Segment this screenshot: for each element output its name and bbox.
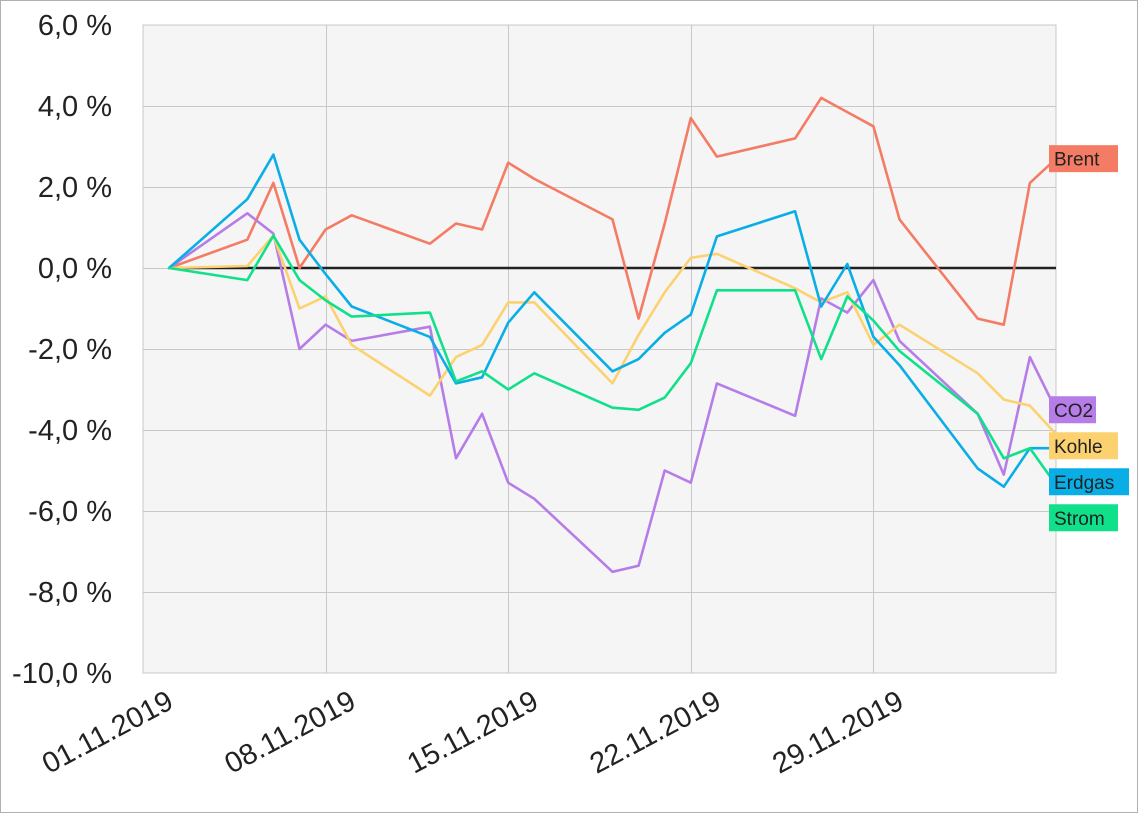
- series-label-erdgas: Erdgas: [1049, 468, 1129, 496]
- label-box: [1049, 504, 1118, 532]
- series-label-strom: Strom: [1049, 504, 1118, 532]
- series-lines: [167, 96, 1058, 574]
- label-box: [1049, 432, 1118, 460]
- label-box: [1049, 145, 1118, 173]
- x-tick-label: 08.11.2019: [220, 685, 361, 780]
- label-text: Strom: [1054, 509, 1105, 530]
- y-tick-label: -6,0 %: [28, 496, 112, 528]
- y-tick-label: -8,0 %: [28, 577, 112, 609]
- label-box: [1049, 468, 1129, 496]
- y-tick-label: -10,0 %: [12, 658, 112, 690]
- x-tick-label: 22.11.2019: [585, 685, 726, 780]
- series-label-brent: Brent: [1049, 145, 1118, 173]
- x-tick-label: 29.11.2019: [767, 685, 908, 780]
- y-tick-label: 6,0 %: [38, 10, 112, 42]
- x-tick-label: 15.11.2019: [402, 685, 543, 780]
- series-line-co2: [167, 212, 1058, 574]
- y-tick-label: -2,0 %: [28, 334, 112, 366]
- series-line-brent: [167, 96, 1058, 327]
- label-box: [1049, 396, 1096, 424]
- y-tick-label: 4,0 %: [38, 91, 112, 123]
- label-text: Kohle: [1054, 437, 1103, 458]
- label-text: CO2: [1054, 401, 1093, 422]
- label-text: Brent: [1054, 150, 1100, 171]
- x-tick-label: 01.11.2019: [37, 685, 178, 780]
- y-tick-label: -4,0 %: [28, 415, 112, 447]
- series-labels: Brent CO2 Kohle Erdgas Strom: [1049, 145, 1129, 532]
- x-axis-ticks: 01.11.2019 08.11.2019 15.11.2019 22.11.2019…: [37, 685, 909, 780]
- series-line-strom: [167, 234, 1058, 487]
- label-text: Erdgas: [1054, 473, 1114, 494]
- y-tick-label: 2,0 %: [38, 172, 112, 204]
- y-tick-label: 0,0 %: [38, 253, 112, 285]
- series-label-kohle: Kohle: [1049, 432, 1118, 460]
- y-axis-ticks: 6,0 % 4,0 % 2,0 % 0,0 % -2,0 % -4,0 % -6,0 % -8…: [12, 10, 112, 690]
- series-line-erdgas: [167, 153, 1058, 489]
- series-label-co2: CO2: [1049, 396, 1096, 424]
- series-line-kohle: [167, 234, 1058, 436]
